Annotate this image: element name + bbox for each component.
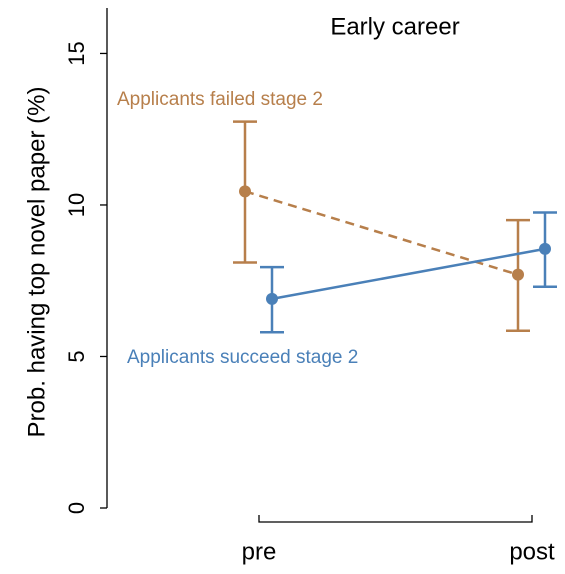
x-tick-label: post bbox=[509, 538, 555, 565]
chart-title: Early career bbox=[330, 13, 459, 40]
series-label: Applicants succeed stage 2 bbox=[127, 347, 358, 368]
x-axis bbox=[258, 515, 533, 523]
series-line bbox=[244, 190, 519, 276]
point bbox=[266, 292, 278, 305]
point bbox=[512, 268, 524, 281]
x-tick-label: pre bbox=[242, 538, 277, 565]
y-tick-label: 10 bbox=[64, 193, 89, 217]
series-line bbox=[271, 247, 546, 301]
y-tick-label: 15 bbox=[64, 41, 89, 65]
y-axis-label: Prob. having top novel paper (%) bbox=[23, 87, 50, 438]
point bbox=[239, 185, 251, 198]
series-label: Applicants failed stage 2 bbox=[117, 89, 323, 110]
y-tick-label: 0 bbox=[64, 502, 89, 514]
point bbox=[539, 242, 551, 255]
y-tick-label: 5 bbox=[64, 350, 89, 362]
